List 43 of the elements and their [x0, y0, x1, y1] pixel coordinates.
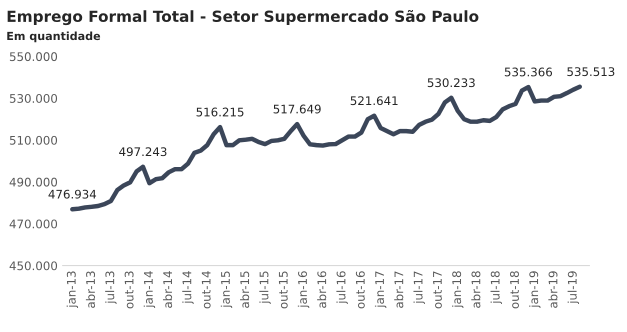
x-tick-label: jul-19: [568, 271, 580, 304]
x-tick-label: jan-16: [298, 271, 310, 308]
x-tick-label: jul-13: [105, 271, 117, 304]
x-tick-label: jul-14: [182, 271, 194, 304]
y-tick-label: 550.000: [10, 52, 58, 62]
x-tick-label: out-13: [124, 271, 134, 308]
data-label: 517.649: [274, 104, 321, 114]
y-tick-label: 450.000: [10, 261, 58, 270]
x-tick-label: abr-18: [471, 271, 480, 308]
x-tick-label: jan-17: [374, 271, 386, 308]
chart-title: Emprego Formal Total - Setor Supermercado São Paulo: [8, 10, 478, 26]
x-tick-label: jan-19: [529, 271, 540, 308]
x-tick-label: jul-18: [490, 271, 502, 304]
x-tick-label: jul-15: [259, 271, 271, 304]
data-label: 535.513: [567, 67, 614, 76]
x-tick-label: out-15: [278, 271, 288, 308]
data-label: 476.934: [48, 190, 96, 199]
x-tick-label: out-16: [356, 271, 365, 308]
data-label: 530.233: [428, 78, 475, 88]
x-tick-label: abr-16: [317, 271, 326, 308]
y-tick-label: 510.000: [10, 136, 58, 145]
data-label: 535.366: [504, 68, 552, 76]
x-tick-label: jan-18: [452, 271, 464, 308]
data-label: 521.641: [350, 96, 398, 106]
data-label: 497.243: [119, 147, 166, 156]
x-tick-label: jul-17: [413, 271, 425, 304]
x-tick-label: abr-15: [240, 271, 250, 308]
x-tick-label: out-18: [510, 271, 519, 308]
x-tick-label: abr-17: [394, 271, 404, 308]
x-tick-label: abr-14: [162, 271, 172, 308]
y-tick-label: 470.000: [10, 219, 58, 228]
data-label: 516.215: [196, 108, 244, 116]
x-tick-label: jan-13: [66, 271, 78, 308]
x-tick-label: out-17: [433, 271, 442, 308]
y-tick-label: 530.000: [10, 94, 58, 103]
x-tick-label: out-14: [202, 271, 211, 308]
x-tick-label: abr-13: [86, 271, 96, 308]
x-tick-label: jul-16: [336, 271, 348, 304]
x-tick-label: jan-14: [144, 271, 156, 308]
y-tick-label: 490.000: [10, 178, 58, 187]
chart-subtitle: Em quantidade: [7, 32, 100, 42]
x-tick-label: abr-19: [548, 271, 558, 308]
x-tick-label: jan-15: [220, 271, 232, 308]
